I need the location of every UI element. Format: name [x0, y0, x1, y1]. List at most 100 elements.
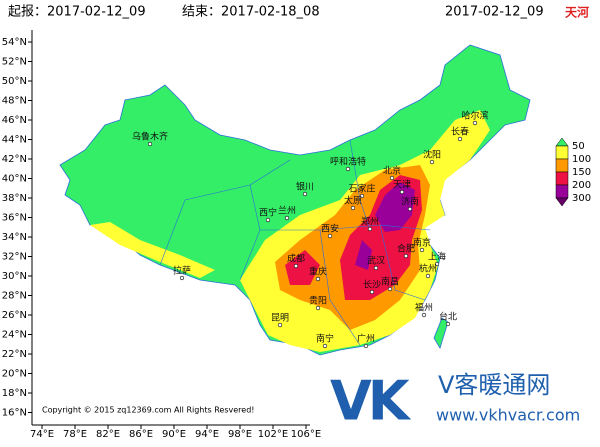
city-label: 呼和浩特	[330, 156, 366, 168]
city-dot	[407, 206, 413, 212]
lon-label: 86°E	[129, 429, 153, 440]
city-dot	[327, 233, 333, 239]
legend: 50 100 150 200 300	[555, 137, 591, 207]
legend-label: 300	[572, 193, 591, 204]
city-label: 上海	[428, 251, 446, 263]
city-label: 太原	[344, 195, 362, 207]
city-dot	[434, 261, 440, 267]
lat-label: 34°N	[2, 232, 27, 243]
lat-label: 30°N	[2, 271, 27, 282]
lat-label: 24°N	[2, 330, 27, 341]
province-borders	[159, 139, 431, 346]
city-dot	[389, 175, 395, 181]
lat-label: 20°N	[2, 369, 27, 380]
city-dot	[302, 191, 308, 197]
lon-label: 78°E	[63, 429, 87, 440]
city-dot	[284, 215, 290, 221]
lat-label: 28°N	[2, 291, 27, 302]
legend-label: 200	[572, 180, 591, 191]
city-dot	[350, 205, 356, 211]
city-dot	[419, 247, 425, 253]
copyright: Copyright © 2015 zq12369.com All Rights …	[42, 406, 254, 415]
lon-label: 90°E	[162, 429, 186, 440]
city-label: 南京	[413, 237, 431, 249]
city-label: 西宁	[259, 207, 277, 219]
lon-label: 98°E	[228, 429, 252, 440]
lat-label: 52°N	[2, 57, 27, 68]
city-dot	[369, 289, 375, 295]
city-label: 西安	[321, 223, 339, 235]
city-dot	[345, 166, 351, 172]
city-dot	[387, 286, 393, 292]
lat-label: 32°N	[2, 252, 27, 263]
city-label: 贵阳	[309, 295, 327, 307]
city-dot	[399, 189, 405, 195]
city-label: 昆明	[271, 313, 289, 324]
city-dot	[359, 193, 365, 199]
city-dot	[425, 273, 431, 279]
lon-label: 74°E	[30, 429, 54, 440]
lon-label: 82°E	[96, 429, 120, 440]
end-time: 结束：2017-02-18_08	[182, 5, 320, 20]
lat-label: 36°N	[2, 213, 27, 224]
city-label: 福州	[415, 302, 433, 314]
city-dot	[472, 120, 478, 126]
lat-label: 46°N	[2, 115, 27, 126]
legend-label: 100	[572, 154, 591, 165]
city-dot	[179, 275, 185, 281]
lon-label: 102°E	[258, 429, 288, 440]
lat-label: 16°N	[2, 408, 27, 419]
city-label: 重庆	[309, 266, 327, 278]
city-label: 长沙	[363, 279, 381, 291]
city-dot	[403, 253, 409, 259]
lat-label: 54°N	[2, 37, 27, 48]
lat-label: 18°N	[2, 388, 27, 399]
lon-label: 94°E	[195, 429, 219, 440]
map-body	[59, 44, 531, 356]
city-label: 哈尔滨	[461, 110, 488, 122]
city-dot	[363, 343, 369, 349]
city-dot	[429, 159, 435, 165]
purple-zone	[355, 182, 415, 270]
legend-label: 150	[572, 167, 591, 178]
lat-label: 26°N	[2, 310, 27, 321]
city-dot	[421, 312, 427, 318]
city-label: 台北	[439, 311, 457, 323]
logo-background	[320, 365, 600, 443]
lat-label: 38°N	[2, 193, 27, 204]
city-dot	[265, 217, 271, 223]
model-name: 天河	[565, 5, 589, 20]
logo-url: www.vkhvacr.com	[436, 406, 580, 425]
lat-label: 48°N	[2, 96, 27, 107]
city-dot	[277, 322, 283, 328]
taiwan	[433, 317, 449, 349]
city-label: 沈阳	[423, 149, 441, 161]
city-dot	[147, 141, 153, 147]
lon-label: 106°E	[291, 429, 321, 440]
city-label: 北京	[383, 165, 401, 177]
legend-swatch	[555, 184, 569, 199]
city-label: 武汉	[367, 255, 385, 267]
city-dot	[367, 226, 373, 232]
legend-swatch	[555, 137, 569, 147]
legend-label: 50	[572, 141, 585, 152]
city-dot	[315, 305, 321, 311]
lat-label: 22°N	[2, 349, 27, 360]
city-label: 广州	[357, 333, 375, 345]
city-label: 石家庄	[348, 183, 375, 195]
city-label: 乌鲁木齐	[132, 131, 168, 143]
city-dot	[445, 321, 451, 327]
start-time: 起报：2017-02-12_09	[8, 5, 146, 20]
logo-mark: VK	[330, 370, 412, 433]
city-dot	[322, 343, 328, 349]
city-label: 银川	[296, 181, 314, 193]
city-label: 杭州	[419, 263, 437, 275]
city-dot	[457, 136, 463, 142]
city-dot	[293, 263, 299, 269]
city-dot	[373, 265, 379, 271]
city-label: 成都	[287, 253, 305, 265]
city-label: 拉萨	[173, 265, 191, 277]
city-dot	[315, 276, 321, 282]
city-label: 南昌	[381, 276, 399, 288]
